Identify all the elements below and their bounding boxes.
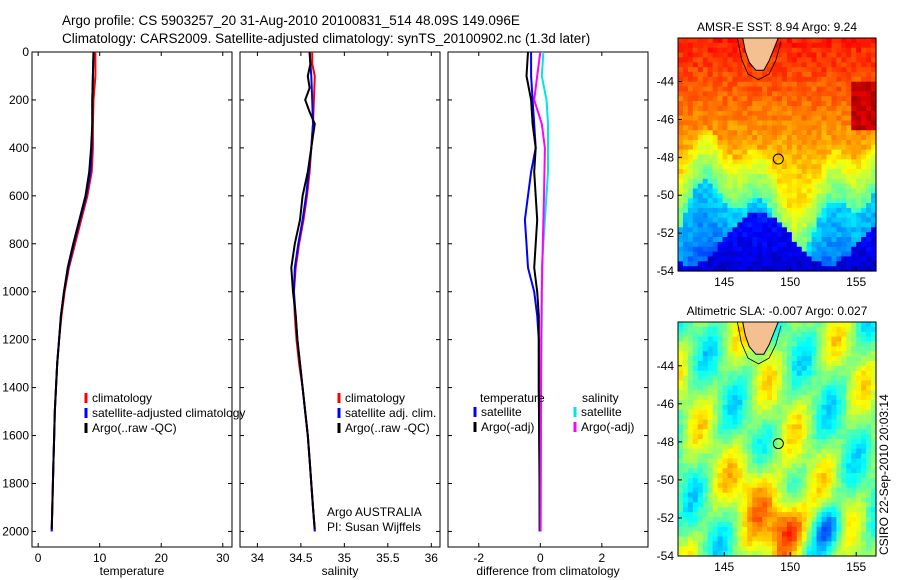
y-tick-label: -52 [657, 511, 675, 525]
shelf-contour [737, 37, 782, 81]
x-tick-label: 30 [216, 551, 230, 565]
x-tick-label: 155 [846, 275, 866, 289]
series-line [525, 51, 541, 532]
x-tick-label: 145 [714, 275, 734, 289]
x-axis-label: salinity [322, 564, 359, 578]
y-tick-label: 1800 [2, 476, 29, 490]
legend-label: satellite adj. clim. [345, 406, 436, 420]
legend-label: climatology [345, 391, 405, 405]
series-line [533, 51, 546, 532]
y-tick-label: -54 [657, 264, 675, 278]
y-tick-label: 2000 [2, 524, 29, 538]
legend-label: satellite [481, 405, 522, 419]
plot-frame-2 [239, 51, 441, 548]
y-tick-label: -48 [657, 150, 675, 164]
argo-annotation: Argo AUSTRALIA [327, 505, 422, 519]
y-tick-label: 1400 [2, 381, 29, 395]
x-tick-label: 36 [425, 551, 439, 565]
map-title: AMSR-E SST: 8.94 Argo: 9.24 [697, 20, 857, 34]
argo-float-marker [772, 438, 784, 450]
x-tick-label: 0 [35, 551, 42, 565]
x-tick-label: 35.5 [376, 551, 400, 565]
x-tick-label: 34.5 [289, 551, 313, 565]
y-tick-label: -44 [657, 359, 675, 373]
legend-label: Argo(..raw -QC) [92, 421, 177, 435]
x-axis-label: temperature [100, 564, 165, 578]
x-tick-label: 20 [155, 551, 169, 565]
legend-header: temperature [480, 391, 545, 405]
x-tick-label: 2 [599, 551, 606, 565]
tasmania-landmass [742, 37, 780, 71]
map-frame [677, 321, 877, 557]
series-line [50, 51, 95, 530]
x-tick-label: 34 [251, 551, 265, 565]
y-tick-label: 400 [9, 141, 29, 155]
legend-label: Argo(..raw -QC) [345, 421, 430, 435]
x-tick-label: 145 [714, 560, 734, 574]
shelf-contour [737, 321, 782, 365]
tasmania-landmass [742, 321, 780, 355]
y-tick-label: -50 [657, 188, 675, 202]
argo-annotation: PI: Susan Wijffels [327, 520, 421, 534]
y-tick-label: 1000 [2, 285, 29, 299]
x-tick-label: 155 [846, 560, 866, 574]
side-credit-label: CSIRO 22-Sep-2010 20:03:14 [877, 394, 891, 555]
y-tick-label: -48 [657, 435, 675, 449]
y-tick-label: -46 [657, 397, 675, 411]
figure-title-line-1: Argo profile: CS 5903257_20 31-Aug-2010 … [62, 13, 520, 28]
x-tick-label: 150 [780, 560, 800, 574]
x-tick-label: 35 [338, 551, 352, 565]
y-tick-label: 1200 [2, 333, 29, 347]
legend-label: satellite-adjusted climatology [92, 406, 245, 420]
x-axis-label: difference from climatology [476, 564, 619, 578]
map-title: Altimetric SLA: -0.007 Argo: 0.027 [687, 304, 868, 318]
legend-label: Argo(-adj) [481, 420, 534, 434]
argo-float-marker [772, 153, 784, 165]
figure-title-line-2: Climatology: CARS2009. Satellite-adjuste… [62, 31, 591, 46]
map-frame [677, 37, 877, 272]
legend-label: Argo(-adj) [581, 420, 634, 434]
y-tick-label: 600 [9, 189, 29, 203]
y-tick-label: -52 [657, 226, 675, 240]
y-tick-label: -54 [657, 549, 675, 563]
x-tick-label: 150 [780, 275, 800, 289]
legend-label: climatology [92, 391, 152, 405]
y-tick-label: -50 [657, 473, 675, 487]
x-tick-label: 10 [93, 551, 107, 565]
sla-map [678, 322, 877, 557]
plot-frame-1 [31, 51, 233, 548]
y-tick-label: 200 [9, 93, 29, 107]
legend-label: satellite [581, 405, 622, 419]
x-tick-label: -2 [473, 551, 484, 565]
legend-header: salinity [582, 391, 619, 405]
series-line [290, 51, 316, 530]
y-tick-label: 1600 [2, 429, 29, 443]
x-tick-label: 0 [537, 551, 544, 565]
y-tick-label: -44 [657, 75, 675, 89]
y-tick-label: 800 [9, 237, 29, 251]
y-tick-label: 0 [22, 45, 29, 59]
y-tick-label: -46 [657, 112, 675, 126]
sst-map [678, 38, 877, 272]
